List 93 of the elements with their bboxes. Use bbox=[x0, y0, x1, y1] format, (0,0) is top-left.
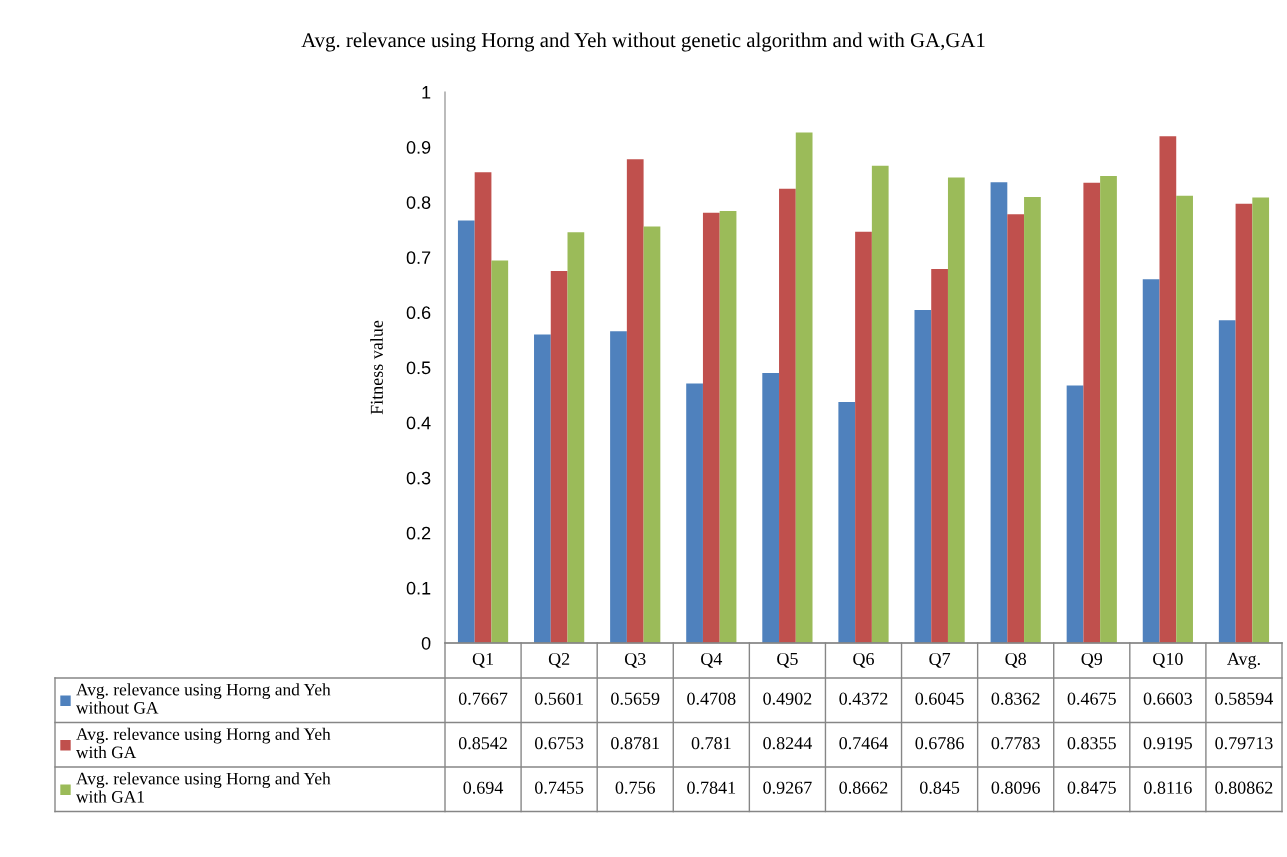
bar bbox=[779, 188, 796, 643]
x-tick-label: Q5 bbox=[777, 652, 798, 668]
bar bbox=[931, 269, 948, 643]
bar bbox=[702, 212, 720, 643]
data-label: 0.4902 bbox=[763, 692, 812, 705]
bar bbox=[626, 159, 644, 643]
data-label: 0.8475 bbox=[1067, 781, 1116, 794]
chart-title: Avg. relevance using Horng and Yeh without genetic algorithm and with GA,GA1 bbox=[301, 32, 985, 52]
data-label: 0.6786 bbox=[915, 737, 964, 750]
data-label: 0.5659 bbox=[611, 692, 660, 705]
data-label: 0.8355 bbox=[1067, 737, 1116, 750]
x-tick-label: Q3 bbox=[624, 652, 646, 668]
data-label: 0.8096 bbox=[991, 781, 1040, 794]
data-label: 0.8244 bbox=[763, 737, 812, 750]
bar bbox=[534, 334, 551, 643]
y-tick-label: 0.6 bbox=[406, 306, 431, 320]
x-tick-label: Q7 bbox=[929, 652, 951, 668]
data-label: 0.6753 bbox=[535, 737, 584, 750]
x-tick-label: Q2 bbox=[548, 652, 570, 668]
data-label: 0.7841 bbox=[687, 781, 736, 794]
bar bbox=[1218, 320, 1236, 643]
bar bbox=[795, 132, 813, 643]
y-tick-label: 0 bbox=[421, 636, 431, 650]
data-label: 0.7464 bbox=[839, 737, 889, 750]
data-label: 0.8781 bbox=[611, 737, 659, 750]
x-tick-label: Avg. bbox=[1226, 652, 1260, 669]
y-axis-title: Fitness value bbox=[370, 320, 383, 415]
y-tick-label: 0.5 bbox=[406, 361, 431, 375]
data-label: 0.79713 bbox=[1215, 737, 1273, 750]
bar bbox=[491, 260, 509, 643]
bar bbox=[990, 182, 1008, 643]
x-tick-label: Q4 bbox=[701, 652, 723, 668]
bar bbox=[855, 231, 872, 643]
bar bbox=[838, 402, 856, 643]
data-label: 0.4372 bbox=[839, 692, 888, 705]
bar bbox=[1235, 203, 1253, 643]
data-label: 0.8662 bbox=[839, 781, 888, 794]
bar bbox=[1252, 197, 1270, 643]
bar bbox=[1100, 176, 1117, 643]
y-tick-label: 1 bbox=[422, 86, 431, 99]
bar bbox=[1024, 196, 1041, 643]
data-label: 0.8362 bbox=[991, 692, 1040, 705]
bar bbox=[643, 226, 661, 643]
bar bbox=[1066, 385, 1084, 643]
bar bbox=[719, 210, 737, 643]
bar bbox=[610, 331, 627, 643]
bar bbox=[914, 309, 932, 643]
data-label: 0.80862 bbox=[1215, 781, 1273, 794]
y-tick-label: 0.7 bbox=[406, 251, 431, 265]
data-label: 0.7455 bbox=[535, 781, 584, 794]
y-tick-label: 0.1 bbox=[406, 581, 431, 595]
x-tick-label: Q9 bbox=[1081, 652, 1103, 668]
x-tick-label: Q6 bbox=[853, 652, 874, 668]
y-tick-label: 0.9 bbox=[406, 141, 431, 154]
bar bbox=[1142, 279, 1160, 643]
bar bbox=[1007, 214, 1025, 643]
y-tick-label: 0.3 bbox=[406, 471, 431, 485]
bar bbox=[1083, 182, 1101, 643]
data-label: 0.58594 bbox=[1215, 692, 1274, 705]
data-label: 0.4675 bbox=[1067, 692, 1116, 705]
bar bbox=[686, 383, 703, 643]
bar bbox=[1159, 136, 1177, 643]
legend-label: Avg. relevance using Horng and Yeh without GA bbox=[76, 683, 331, 714]
data-label: 0.6603 bbox=[1143, 692, 1192, 705]
bar bbox=[550, 270, 568, 643]
data-label: 0.7667 bbox=[458, 692, 508, 705]
bar bbox=[457, 220, 475, 643]
data-label: 0.9195 bbox=[1143, 737, 1192, 750]
bar bbox=[871, 165, 889, 643]
data-label: 0.7783 bbox=[991, 737, 1040, 750]
x-tick-label: Q1 bbox=[472, 652, 493, 668]
data-label: 0.694 bbox=[463, 781, 504, 794]
bar bbox=[762, 372, 780, 643]
bar bbox=[474, 172, 492, 643]
data-label: 0.756 bbox=[615, 781, 655, 794]
bar bbox=[567, 232, 585, 643]
data-label: 0.9267 bbox=[763, 781, 812, 794]
y-tick-label: 0.4 bbox=[406, 416, 431, 430]
data-label: 0.5601 bbox=[535, 692, 583, 705]
data-label: 0.6045 bbox=[915, 692, 964, 705]
data-label: 0.845 bbox=[919, 781, 960, 794]
data-label: 0.8542 bbox=[458, 737, 507, 750]
y-tick-label: 0.8 bbox=[406, 196, 431, 209]
bar bbox=[1176, 195, 1193, 643]
x-tick-label: Q8 bbox=[1005, 652, 1027, 668]
legend-label: Avg. relevance using Horng and Yeh with GA bbox=[76, 727, 331, 759]
data-label: 0.781 bbox=[691, 737, 731, 750]
legend-label: Avg. relevance using Horng and Yeh with GA1 bbox=[76, 772, 331, 803]
bar bbox=[947, 177, 965, 643]
x-tick-label: Q10 bbox=[1153, 652, 1183, 668]
data-label: 0.8116 bbox=[1144, 781, 1192, 794]
y-tick-label: 0.2 bbox=[406, 526, 431, 540]
data-label: 0.4708 bbox=[687, 692, 736, 705]
